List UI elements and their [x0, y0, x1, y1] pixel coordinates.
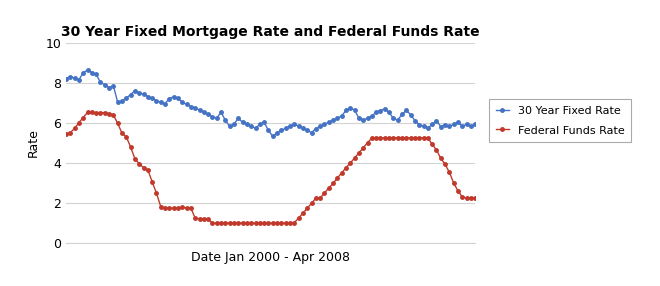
- 30 Year Fixed Rate: [446, 125, 453, 128]
- 30 Year Fixed Rate: [84, 68, 92, 72]
- Legend: 30 Year Fixed Rate, Federal Funds Rate: 30 Year Fixed Rate, Federal Funds Rate: [489, 98, 631, 142]
- Federal Funds Rate: [213, 222, 220, 225]
- Federal Funds Rate: [248, 221, 255, 225]
- 30 Year Fixed Rate: [122, 96, 130, 100]
- Federal Funds Rate: [290, 221, 298, 225]
- 30 Year Fixed Rate: [243, 123, 251, 126]
- 30 Year Fixed Rate: [269, 135, 277, 138]
- Federal Funds Rate: [471, 196, 479, 200]
- Federal Funds Rate: [122, 135, 130, 138]
- Line: Federal Funds Rate: Federal Funds Rate: [64, 110, 477, 225]
- Federal Funds Rate: [62, 132, 70, 136]
- Federal Funds Rate: [446, 170, 453, 174]
- Line: 30 Year Fixed Rate: 30 Year Fixed Rate: [64, 68, 477, 138]
- 30 Year Fixed Rate: [471, 123, 479, 126]
- Federal Funds Rate: [183, 206, 191, 210]
- Federal Funds Rate: [88, 110, 96, 114]
- X-axis label: Date Jan 2000 - Apr 2008: Date Jan 2000 - Apr 2008: [191, 251, 350, 265]
- 30 Year Fixed Rate: [290, 122, 298, 126]
- 30 Year Fixed Rate: [183, 103, 191, 106]
- Federal Funds Rate: [277, 221, 285, 225]
- 30 Year Fixed Rate: [277, 129, 285, 132]
- 30 Year Fixed Rate: [62, 77, 70, 80]
- Y-axis label: Rate: Rate: [26, 129, 40, 157]
- Title: 30 Year Fixed Mortgage Rate and Federal Funds Rate: 30 Year Fixed Mortgage Rate and Federal …: [61, 25, 480, 39]
